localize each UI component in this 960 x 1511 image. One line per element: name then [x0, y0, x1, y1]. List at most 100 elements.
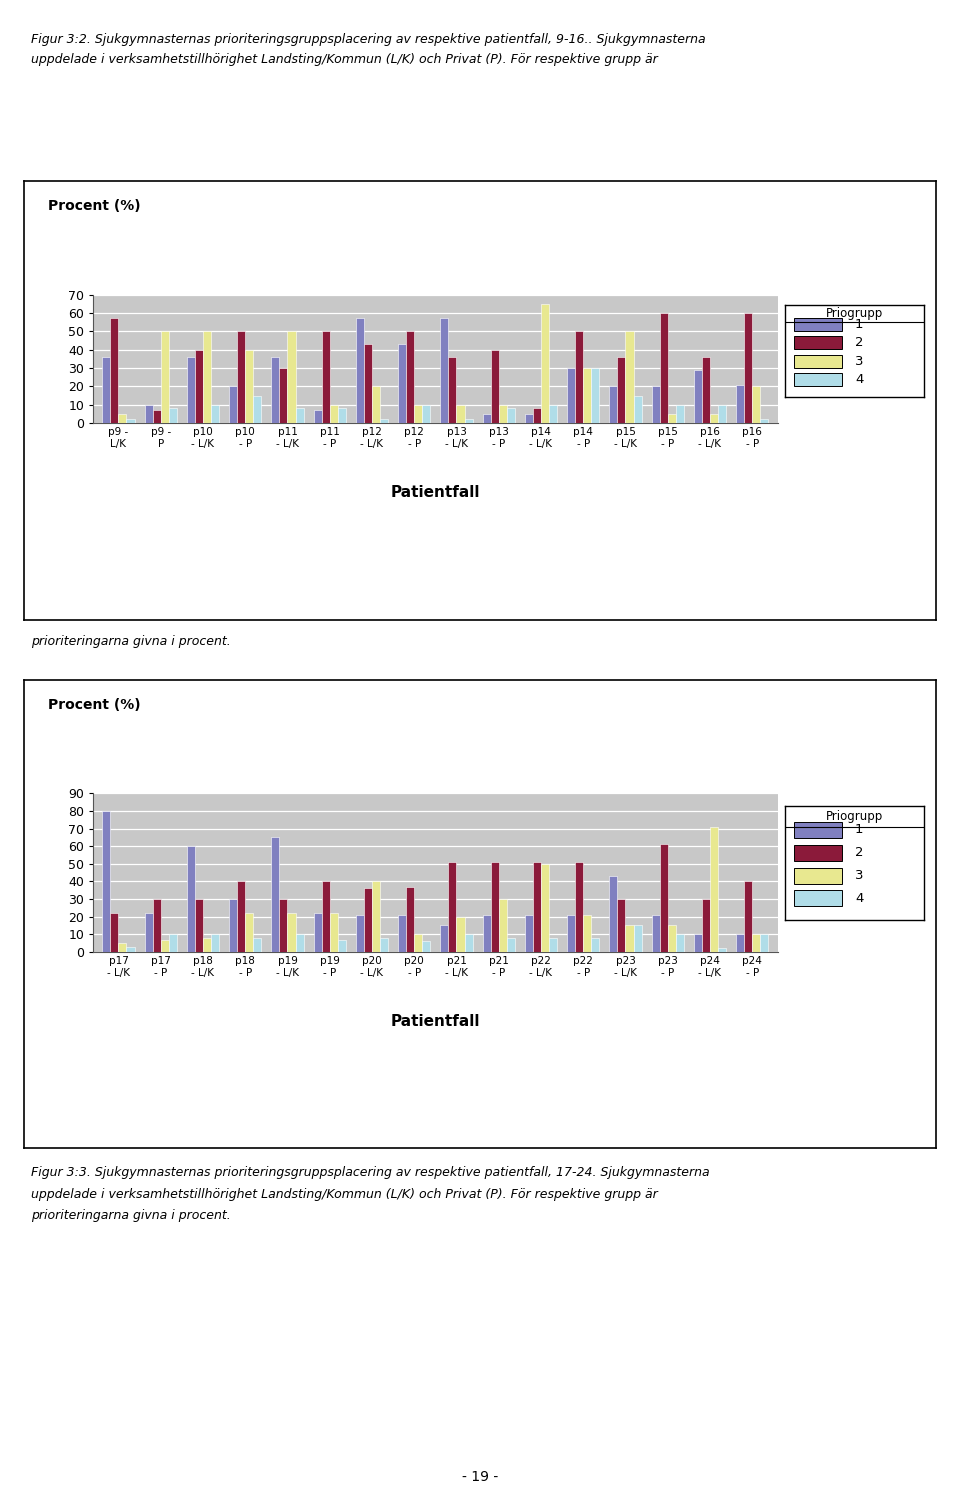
- Bar: [422, 405, 430, 423]
- Bar: [372, 387, 380, 423]
- Bar: [744, 881, 753, 952]
- Bar: [145, 913, 153, 952]
- Bar: [414, 934, 422, 952]
- Bar: [660, 313, 668, 423]
- Bar: [272, 837, 279, 952]
- Bar: [483, 914, 491, 952]
- Bar: [314, 913, 322, 952]
- Bar: [356, 914, 364, 952]
- Bar: [694, 934, 702, 952]
- Bar: [322, 331, 329, 423]
- Bar: [398, 345, 406, 423]
- Bar: [118, 414, 127, 423]
- Bar: [229, 899, 237, 952]
- Bar: [710, 827, 718, 952]
- Bar: [676, 934, 684, 952]
- Bar: [127, 420, 134, 423]
- Bar: [760, 420, 768, 423]
- Bar: [794, 890, 842, 907]
- Bar: [338, 940, 346, 952]
- Bar: [279, 899, 287, 952]
- Bar: [160, 940, 169, 952]
- Bar: [338, 408, 346, 423]
- Bar: [499, 899, 507, 952]
- Bar: [634, 396, 641, 423]
- Bar: [406, 887, 414, 952]
- Bar: [584, 369, 591, 423]
- Bar: [457, 917, 465, 952]
- Bar: [660, 845, 668, 952]
- Bar: [634, 925, 641, 952]
- Bar: [329, 913, 338, 952]
- Bar: [153, 899, 160, 952]
- Text: Procent (%): Procent (%): [48, 199, 140, 213]
- Bar: [322, 881, 329, 952]
- Bar: [160, 331, 169, 423]
- Bar: [617, 357, 626, 423]
- Text: Figur 3:2. Sjukgymnasternas prioriteringsgruppsplacering av respektive patientfa: Figur 3:2. Sjukgymnasternas prioritering…: [31, 33, 706, 47]
- Bar: [406, 331, 414, 423]
- Bar: [296, 408, 303, 423]
- X-axis label: Patientfall: Patientfall: [391, 485, 480, 500]
- Text: prioriteringarna givna i procent.: prioriteringarna givna i procent.: [31, 1209, 230, 1222]
- Bar: [296, 934, 303, 952]
- Bar: [533, 861, 541, 952]
- Bar: [187, 846, 195, 952]
- Bar: [533, 408, 541, 423]
- Bar: [507, 408, 515, 423]
- Bar: [575, 861, 584, 952]
- Bar: [702, 899, 710, 952]
- Bar: [211, 934, 219, 952]
- Bar: [591, 369, 599, 423]
- Bar: [372, 881, 380, 952]
- Bar: [610, 876, 617, 952]
- Text: 3: 3: [854, 869, 863, 882]
- Text: 1: 1: [854, 317, 863, 331]
- Bar: [356, 319, 364, 423]
- Text: 3: 3: [854, 355, 863, 367]
- Bar: [195, 899, 203, 952]
- Bar: [237, 881, 245, 952]
- Bar: [272, 357, 279, 423]
- Bar: [380, 938, 388, 952]
- Bar: [229, 387, 237, 423]
- Bar: [483, 414, 491, 423]
- Text: Procent (%): Procent (%): [48, 698, 140, 712]
- Bar: [525, 914, 533, 952]
- Bar: [541, 864, 549, 952]
- Text: 4: 4: [854, 373, 863, 387]
- Bar: [103, 357, 110, 423]
- Bar: [491, 349, 499, 423]
- Bar: [626, 925, 634, 952]
- Text: 2: 2: [854, 846, 863, 860]
- Bar: [676, 405, 684, 423]
- Bar: [610, 387, 617, 423]
- Bar: [794, 867, 842, 884]
- Bar: [507, 938, 515, 952]
- Bar: [753, 934, 760, 952]
- Bar: [279, 369, 287, 423]
- Bar: [626, 331, 634, 423]
- Bar: [103, 811, 110, 952]
- Text: 2: 2: [854, 337, 863, 349]
- Bar: [245, 349, 253, 423]
- Bar: [736, 384, 744, 423]
- Bar: [794, 355, 842, 367]
- Bar: [694, 370, 702, 423]
- Bar: [287, 913, 296, 952]
- Bar: [169, 934, 177, 952]
- Bar: [441, 925, 448, 952]
- Bar: [414, 405, 422, 423]
- Bar: [491, 861, 499, 952]
- Text: Figur 3:3. Sjukgymnasternas prioriteringsgruppsplacering av respektive patientfa: Figur 3:3. Sjukgymnasternas prioritering…: [31, 1166, 709, 1180]
- Bar: [287, 331, 296, 423]
- Bar: [549, 405, 557, 423]
- Bar: [702, 357, 710, 423]
- Bar: [525, 414, 533, 423]
- Bar: [794, 822, 842, 839]
- Bar: [329, 405, 338, 423]
- Bar: [753, 387, 760, 423]
- Bar: [448, 357, 457, 423]
- Bar: [499, 405, 507, 423]
- Bar: [127, 946, 134, 952]
